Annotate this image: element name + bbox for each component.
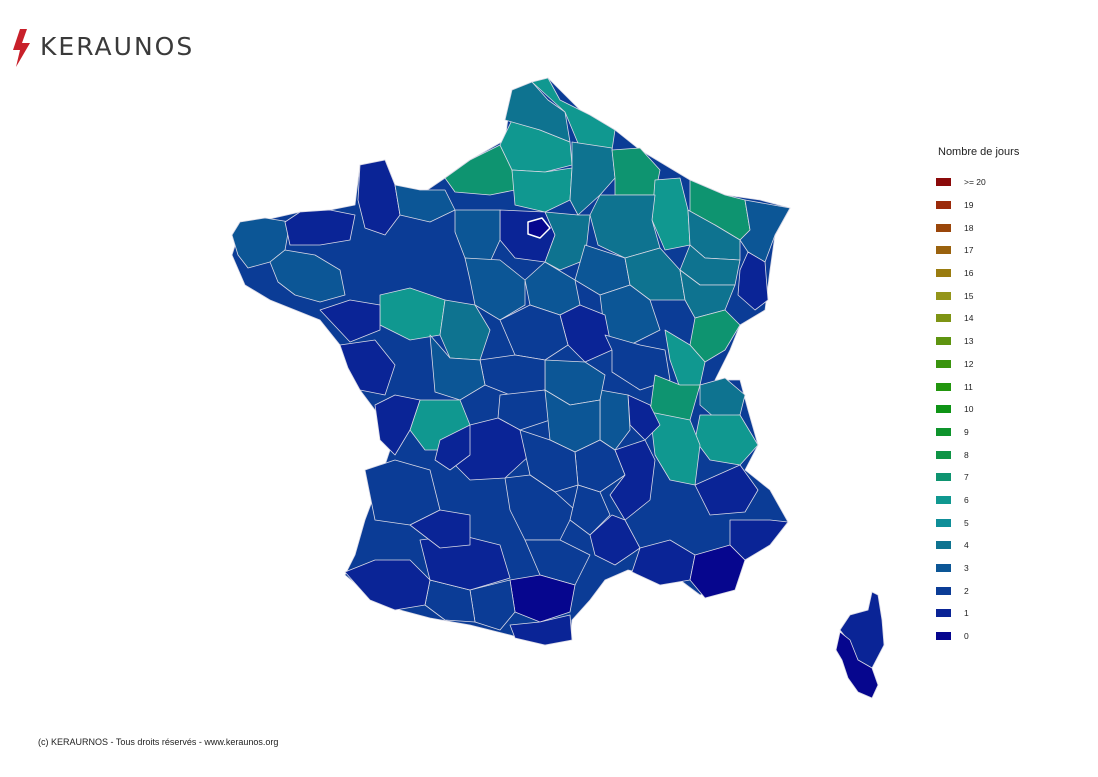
keraunos-logo: KERAUNOS — [10, 28, 220, 68]
legend-item: 1 — [936, 602, 1076, 625]
morbihan — [269, 249, 346, 303]
legend-item: 13 — [936, 330, 1076, 353]
legend-swatch — [936, 609, 951, 618]
legend-swatch — [936, 178, 951, 187]
legend-label: 14 — [964, 313, 974, 324]
lightning-bolt-icon — [13, 29, 30, 67]
legend-swatch — [936, 632, 951, 641]
legend-label: 12 — [964, 358, 974, 369]
legend-item: 18 — [936, 216, 1076, 239]
creuse — [497, 389, 551, 431]
hautes-alpes — [694, 464, 759, 516]
legend-label: 0 — [964, 631, 969, 642]
legend-item: 10 — [936, 398, 1076, 421]
legend-label: 4 — [964, 540, 969, 551]
legend-label: 16 — [964, 268, 974, 279]
legend-swatch — [936, 201, 951, 210]
nord — [531, 77, 616, 151]
legend-item: 8 — [936, 443, 1076, 466]
haute-vienne — [434, 424, 471, 471]
vienne — [429, 334, 486, 401]
legend-label: 18 — [964, 222, 974, 233]
cotes-armor — [284, 209, 356, 246]
legend-label: 1 — [964, 608, 969, 619]
legend-swatch — [936, 314, 951, 323]
herault — [524, 539, 591, 586]
ardeche-drome — [609, 439, 656, 521]
legend-swatch — [936, 291, 951, 300]
legend-label: 2 — [964, 585, 969, 596]
legend-label: 11 — [964, 381, 973, 392]
legend-label: 7 — [964, 472, 969, 483]
legend-item: 14 — [936, 307, 1076, 330]
legend-item: 2 — [936, 579, 1076, 602]
legend-item: 7 — [936, 466, 1076, 489]
legend-item: 4 — [936, 534, 1076, 557]
lot-aveyron — [504, 474, 576, 541]
legend-label: 5 — [964, 517, 969, 528]
legend-item: 12 — [936, 353, 1076, 376]
legend-swatch — [936, 541, 951, 550]
legend-item: 3 — [936, 557, 1076, 580]
legend-swatch — [936, 269, 951, 278]
legend-label: 15 — [964, 290, 974, 301]
landes-pyrenees-atlantiques — [344, 559, 431, 611]
legend-label: 13 — [964, 336, 974, 347]
corse-du-sud — [835, 631, 879, 699]
legend-item: 5 — [936, 511, 1076, 534]
legend-swatch — [936, 518, 951, 527]
legend-swatch — [936, 473, 951, 482]
legend-label: 19 — [964, 200, 974, 211]
legend-swatch — [936, 427, 951, 436]
legend-item: 17 — [936, 239, 1076, 262]
manche — [357, 159, 401, 236]
seine-marne — [544, 211, 591, 271]
loiret — [464, 257, 526, 321]
legend-swatch — [936, 564, 951, 573]
legend-item: >= 20 — [936, 171, 1076, 194]
legend-swatch — [936, 586, 951, 595]
loire-atlantique — [319, 299, 381, 343]
legend-swatch — [936, 405, 951, 414]
legend-item: 0 — [936, 625, 1076, 648]
legend-swatch — [936, 495, 951, 504]
lozere — [569, 484, 611, 536]
lot-et-garonne — [409, 509, 471, 549]
legend-label: 3 — [964, 563, 969, 574]
legend-label: 17 — [964, 245, 974, 256]
ardennes — [611, 147, 661, 196]
brand-name: KERAUNOS — [40, 32, 195, 61]
legend: Nombre de jours >= 20 19 18 17 16 15 14 13 12 11 1… — [936, 146, 1076, 647]
legend-title: Nombre de jours — [938, 146, 1020, 158]
legend-item: 11 — [936, 375, 1076, 398]
legend-swatch — [936, 223, 951, 232]
legend-label: >= 20 — [964, 177, 986, 188]
legend-swatch — [936, 246, 951, 255]
charente-maritime — [374, 394, 421, 456]
legend-label: 10 — [964, 404, 974, 415]
legend-swatch — [936, 337, 951, 346]
alpes-maritimes — [729, 519, 789, 561]
legend-item: 9 — [936, 421, 1076, 444]
vendee — [339, 339, 396, 396]
legend-label: 8 — [964, 449, 969, 460]
pyrenees-orientales — [509, 614, 573, 646]
legend-label: 6 — [964, 494, 969, 505]
legend-item: 16 — [936, 262, 1076, 285]
pas-de-calais — [504, 81, 571, 143]
legend-item: 6 — [936, 489, 1076, 512]
legend-swatch — [936, 450, 951, 459]
paris-petite-couronne — [527, 217, 551, 239]
copyright-footer: (c) KERAURNOS - Tous droits réservés - w… — [38, 737, 279, 747]
legend-item: 15 — [936, 284, 1076, 307]
legend-item: 19 — [936, 194, 1076, 217]
legend-swatch — [936, 382, 951, 391]
haut-rhin — [737, 251, 769, 311]
legend-swatch — [936, 359, 951, 368]
legend-label: 9 — [964, 426, 969, 437]
